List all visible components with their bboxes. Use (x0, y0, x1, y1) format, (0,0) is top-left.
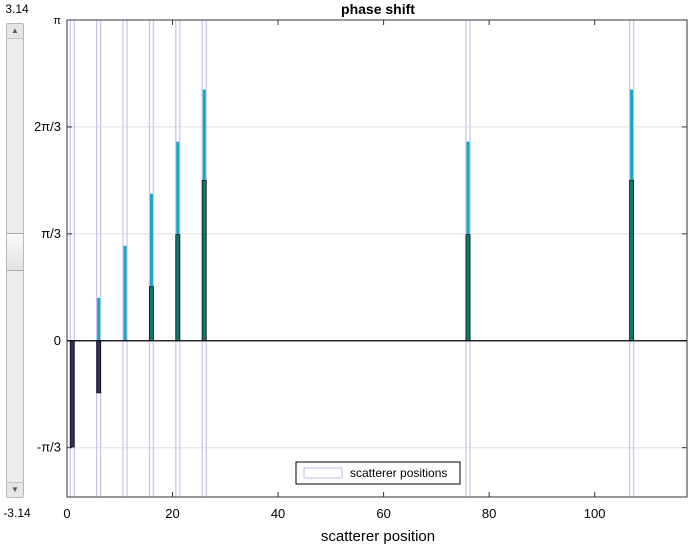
slider-down-arrow-icon[interactable]: ▼ (7, 482, 23, 497)
chart-title: phase shift (341, 1, 415, 17)
x-tick-label: 40 (271, 506, 285, 521)
y-tick-label: 2π/3 (34, 119, 61, 134)
slider-max-label: 3.14 (5, 2, 29, 16)
y-tick-label: π/3 (41, 226, 61, 241)
y-tick-label: -π/3 (37, 440, 61, 455)
phase-bar-lower (69, 340, 75, 448)
x-tick-label: 0 (63, 506, 70, 521)
legend-swatch (303, 467, 343, 479)
x-tick-label: 60 (376, 506, 390, 521)
axes-box (66, 19, 688, 498)
phase-bar-lower (201, 180, 207, 342)
slider-up-arrow-icon[interactable]: ▲ (7, 24, 23, 39)
x-tick-label: 20 (165, 506, 179, 521)
phase-bar-lower (175, 234, 181, 342)
x-tick-label: 80 (482, 506, 496, 521)
y-tick-label: 0 (54, 333, 61, 348)
y-tick-label: π (53, 15, 61, 27)
phase-slider-panel: 3.14 ▲ ▼ -3.14 (0, 0, 34, 545)
phase-bar-lower (149, 286, 154, 342)
x-axis-label: scatterer position (321, 528, 435, 545)
slider-thumb[interactable] (7, 233, 23, 272)
phase-bar-lower (96, 340, 102, 394)
phase-bar-lower (465, 234, 471, 342)
phase-bar-upper (123, 245, 127, 341)
legend-label: scatterer positions (350, 466, 447, 480)
phase-slider[interactable]: ▲ ▼ (6, 23, 24, 498)
phase-bar-upper (97, 297, 101, 341)
phase-bar-upper (149, 193, 153, 341)
phase-bar-lower (629, 180, 634, 342)
x-tick-label: 100 (584, 506, 606, 521)
slider-min-label: -3.14 (3, 506, 31, 520)
